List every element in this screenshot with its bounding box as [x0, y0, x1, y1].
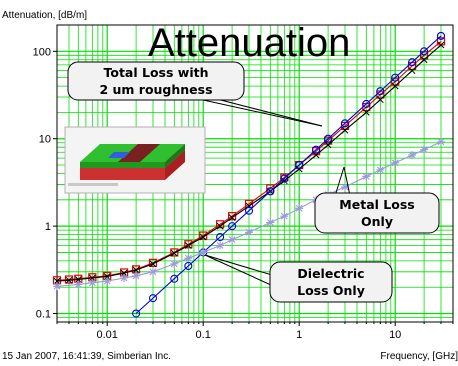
series-dielectric — [132, 31, 446, 318]
point-fit — [199, 233, 207, 241]
point-metal — [376, 165, 385, 174]
point-total — [148, 258, 158, 267]
point-dielectric — [391, 73, 400, 82]
point-dielectric — [244, 206, 254, 215]
footer-timestamp: 15 Jan 2007, 16:41:39, Simberian Inc. — [2, 351, 171, 362]
point-fit — [362, 109, 370, 116]
point-dielectric — [148, 294, 158, 303]
point-metal — [280, 212, 289, 221]
point-fit — [391, 82, 399, 90]
point-metal — [74, 280, 83, 289]
callout-total-loss: Total Loss with 2 um roughness — [67, 61, 323, 127]
point-dielectric — [312, 145, 321, 154]
callout-metal-loss-line2: Only — [361, 214, 393, 229]
point-fit — [74, 276, 82, 283]
point-fit — [184, 242, 192, 249]
point-fit — [228, 214, 236, 222]
point-dielectric — [420, 47, 429, 56]
point-metal — [437, 137, 446, 146]
point-metal — [184, 254, 193, 263]
y-tick-label: 0.1 — [36, 309, 51, 321]
point-fit — [65, 276, 73, 284]
structure-thumbnail — [64, 126, 206, 194]
point-metal — [170, 259, 179, 268]
point-fit — [341, 126, 349, 134]
callout-dielectric-loss-line1: Dielectric — [297, 266, 364, 281]
point-metal — [103, 277, 112, 286]
point-metal — [88, 278, 97, 287]
point-metal — [266, 218, 275, 227]
point-total — [170, 248, 179, 257]
callout-total-loss-line2: 2 um roughness — [99, 82, 212, 97]
point-dielectric — [216, 232, 225, 242]
point-dielectric — [132, 309, 141, 318]
series-metal — [53, 137, 446, 291]
point-dielectric — [280, 174, 289, 183]
point-metal — [420, 145, 429, 154]
point-fit — [120, 269, 128, 277]
point-dielectric — [228, 222, 237, 231]
point-fit — [280, 177, 288, 185]
point-dielectric — [408, 58, 417, 67]
axes: 0.01 0.1 1 10 0.1 1 10 100 — [33, 46, 454, 341]
x-tick-label: 1 — [296, 329, 302, 341]
point-fit — [149, 260, 157, 268]
y-axis-label: Attenuation, [dB/m] — [2, 10, 87, 21]
point-dielectric — [362, 99, 371, 108]
series-fit — [53, 41, 445, 285]
point-metal — [132, 271, 141, 280]
point-dielectric — [436, 31, 446, 40]
callout-metal-loss: Metal Loss Only — [314, 166, 440, 234]
y-tick-label: 100 — [33, 46, 51, 58]
point-metal — [295, 204, 304, 213]
point-metal — [362, 172, 371, 181]
chart-title: Attenuation — [148, 21, 350, 65]
point-dielectric — [184, 261, 193, 271]
x-axis-label: Frequency, [GHz] — [380, 351, 458, 362]
point-metal — [149, 267, 158, 276]
point-fit — [437, 41, 445, 49]
point-fit — [408, 67, 416, 75]
point-fit — [170, 249, 178, 257]
x-tick-label: 10 — [389, 329, 401, 341]
point-fit — [216, 222, 224, 230]
point-metal — [53, 282, 61, 291]
point-fit — [420, 56, 428, 64]
point-metal — [391, 158, 400, 167]
point-total — [184, 240, 193, 249]
callout-dielectric-loss-line2: Loss Only — [297, 283, 365, 298]
y-tick-label: 10 — [39, 134, 51, 146]
point-metal — [341, 183, 350, 192]
point-dielectric — [295, 160, 304, 170]
callout-total-loss-line1: Total Loss with — [104, 65, 209, 80]
point-fit — [376, 96, 384, 103]
callout-dielectric-loss: Dielectric Loss Only — [204, 254, 393, 303]
point-dielectric — [376, 87, 385, 96]
x-tick-label: 0.1 — [196, 329, 211, 341]
series — [52, 31, 446, 318]
x-tick-label: 0.01 — [96, 329, 117, 341]
point-metal — [216, 241, 225, 250]
point-fit — [132, 266, 140, 274]
point-fit — [324, 141, 332, 149]
point-metal — [245, 228, 254, 237]
point-metal — [408, 151, 417, 160]
point-dielectric — [324, 134, 333, 143]
point-total — [199, 231, 208, 240]
point-dielectric — [266, 187, 275, 196]
point-fit — [53, 277, 61, 285]
point-total — [227, 212, 237, 221]
point-metal — [120, 273, 129, 282]
y-tick-label: 1 — [45, 221, 51, 233]
point-dielectric — [170, 274, 179, 283]
point-metal — [228, 235, 237, 244]
callout-metal-loss-line1: Metal Loss — [339, 197, 414, 212]
point-dielectric — [340, 119, 350, 128]
point-metal — [199, 248, 208, 257]
plot-frame — [56, 24, 454, 323]
